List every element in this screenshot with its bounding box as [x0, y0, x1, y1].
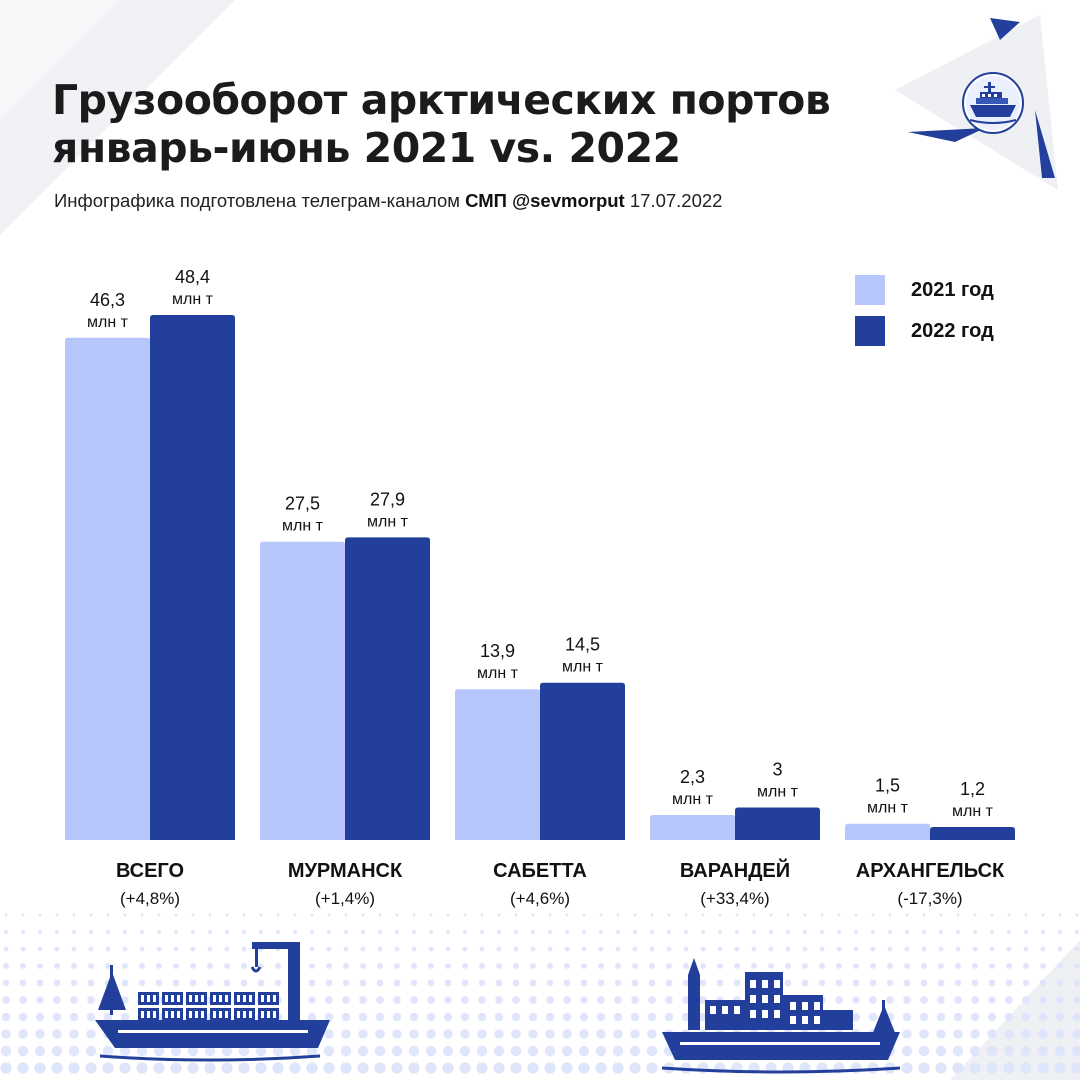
category-change: (+4,8%) [120, 889, 180, 908]
bar-2022-4 [930, 826, 1015, 840]
data-label-unit: млн т [172, 291, 214, 308]
bar-2022-3 [735, 807, 820, 840]
data-label-value: 46,3 [90, 290, 125, 310]
category-change: (+1,4%) [315, 889, 375, 908]
category-label: АРХАНГЕЛЬСК [856, 860, 1005, 882]
data-label-unit: млн т [672, 791, 714, 808]
data-label-value: 27,9 [370, 489, 405, 509]
category-label: САБЕТТА [493, 860, 587, 882]
bar-2021-2 [455, 689, 540, 840]
category-label: ВАРАНДЕЙ [680, 858, 790, 882]
category-change: (-17,3%) [897, 889, 962, 908]
data-label-unit: млн т [952, 803, 994, 820]
port-city-icon [661, 958, 901, 1074]
data-label-value: 14,5 [565, 635, 600, 655]
data-label-value: 1,5 [875, 776, 900, 796]
data-label-unit: млн т [757, 783, 799, 800]
bar-2021-1 [260, 541, 345, 840]
legend-item-2022: 2022 год [855, 316, 994, 346]
title-line-2: январь-июнь 2021 vs. 2022 [52, 124, 681, 172]
category-label: ВСЕГО [116, 860, 184, 882]
category-change: (+33,4%) [700, 889, 769, 908]
icebreaker-logo-icon [962, 72, 1024, 134]
data-label-value: 13,9 [480, 641, 515, 661]
title-line-1: Грузооборот арктических портов [52, 76, 831, 124]
subtitle-date: 17.07.2022 [629, 190, 723, 211]
legend-swatch-2022 [855, 316, 885, 346]
subtitle: Инфографика подготовлена телеграм-канало… [54, 190, 722, 212]
subtitle-channel: СМП @sevmorput [465, 190, 625, 211]
page-title: Грузооборот арктических портов январь-ию… [52, 76, 872, 172]
bar-2022-2 [540, 682, 625, 840]
legend-label-2022: 2022 год [911, 319, 994, 342]
port-illustration [95, 942, 901, 1074]
legend-item-2021: 2021 год [855, 275, 994, 305]
legend-swatch-2021 [855, 275, 885, 305]
bar-2021-3 [650, 815, 735, 840]
data-label-unit: млн т [867, 800, 909, 817]
data-label-unit: млн т [87, 314, 129, 331]
bar-2022-0 [150, 315, 235, 840]
data-label-value: 3 [772, 759, 782, 779]
data-label-value: 48,4 [175, 267, 210, 287]
data-label-value: 27,5 [285, 494, 320, 514]
legend-label-2021: 2021 год [911, 278, 994, 301]
bar-2021-0 [65, 337, 150, 840]
data-label-unit: млн т [367, 513, 409, 530]
subtitle-prefix: Инфографика подготовлена телеграм-канало… [54, 190, 460, 211]
bar-2022-1 [345, 537, 430, 840]
bar-2021-4 [845, 823, 930, 840]
data-label-value: 2,3 [680, 767, 705, 787]
data-label-value: 1,2 [960, 779, 985, 799]
data-label-unit: млн т [477, 665, 519, 682]
category-label: МУРМАНСК [288, 860, 403, 882]
data-label-unit: млн т [282, 518, 324, 535]
cargo-ship-icon [95, 942, 330, 1062]
data-label-unit: млн т [562, 659, 604, 676]
category-change: (+4,6%) [510, 889, 570, 908]
